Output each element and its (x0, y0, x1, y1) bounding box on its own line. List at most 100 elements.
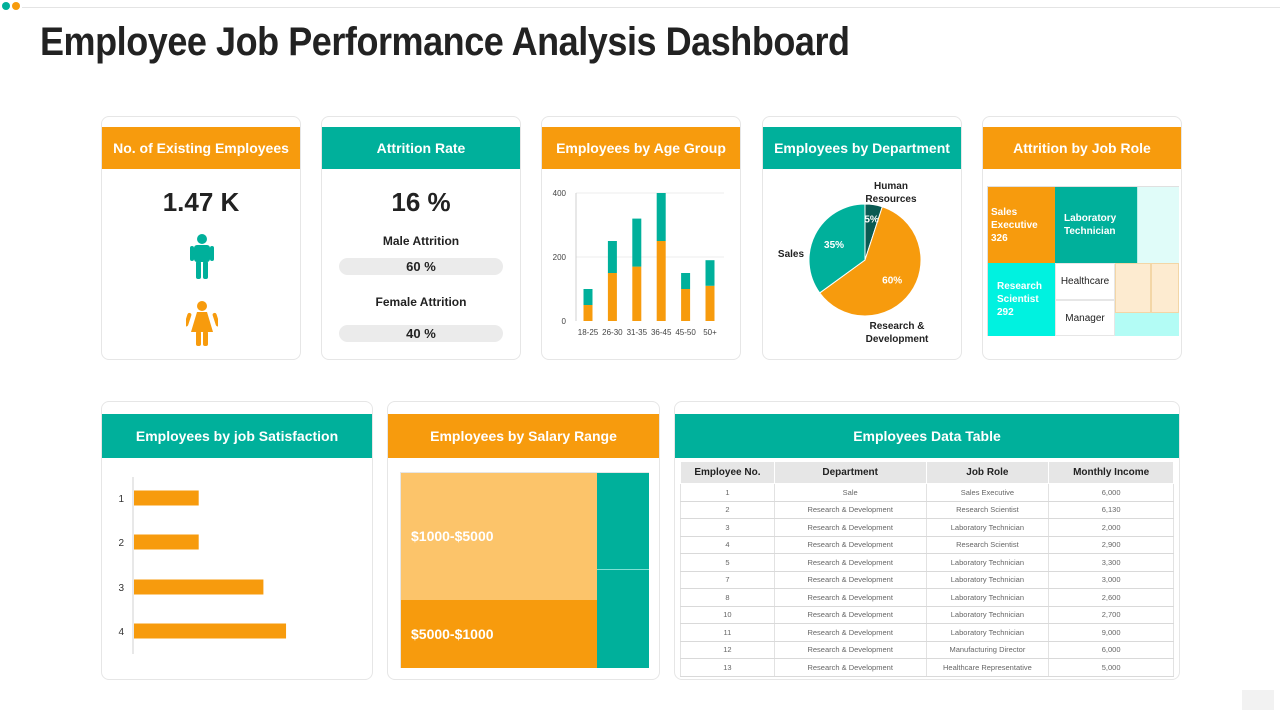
table-cell: 11 (680, 623, 775, 642)
x-tick-label: 31-35 (627, 328, 648, 337)
table-cell: 2 (680, 501, 775, 519)
table-cell: Sale (773, 483, 927, 502)
table-cell: 9,000 (1048, 623, 1174, 642)
female-attrition-label: Female Attrition (375, 295, 467, 309)
age-group-card: Employees by Age Group 0 200 400 18-25 26-30… (541, 116, 741, 360)
x-tick-label: 50+ (703, 328, 717, 337)
age-bar-segment (607, 241, 617, 273)
age-bar-segment (681, 273, 691, 289)
treemap-cell-other (1151, 263, 1179, 313)
pie-slice (808, 203, 866, 294)
card-header: Employees by job Satisfaction (102, 414, 372, 458)
satisfaction-bar (134, 534, 199, 550)
age-bar-segment (656, 241, 666, 321)
table-cell: Research & Development (773, 571, 927, 589)
table-cell: 6,000 (1048, 641, 1174, 659)
age-bar-segment (705, 285, 715, 321)
salary-cell-5000-1000: $5000-$1000 (401, 600, 597, 668)
card-header: Employees Data Table (675, 414, 1179, 458)
table-cell: Research & Development (773, 606, 927, 624)
x-tick-label: 45-50 (675, 328, 696, 337)
table-cell: 3 (680, 518, 775, 537)
table-cell: 5 (680, 553, 775, 572)
card-header: Employees by Salary Range (388, 414, 659, 458)
table-row: 11 Research & Development Laboratory Techn… (680, 623, 1174, 642)
teal-dot-icon (2, 2, 10, 10)
table-cell: Laboratory Technician (925, 571, 1050, 589)
table-row: 12 Research & Development Manufacturing Di… (680, 641, 1174, 659)
x-tick-label: 18-25 (578, 328, 599, 337)
job-satisfaction-chart: 1 2 3 4 (118, 477, 287, 654)
table-row: 1 Sale Sales Executive 6,000 (680, 483, 1174, 502)
table-cell: Laboratory Technician (925, 588, 1050, 607)
card-header: Attrition Rate (322, 127, 520, 169)
treemap-cell-research-scientist: Research Scientist 292 (988, 263, 1055, 336)
table-row: 4 Research & Development Research Scientis… (680, 536, 1174, 554)
male-attrition-label: Male Attrition (382, 234, 460, 248)
male-person-icon (190, 234, 214, 279)
department-pie-chart: 60% 35% 5% Research & Development Sales Human R… (778, 181, 929, 345)
pie-category-label: Sales (778, 249, 805, 260)
x-tick-label: 36-45 (651, 328, 672, 337)
y-tick-label: 2 (118, 538, 124, 549)
table-cell: Research & Development (773, 641, 927, 659)
table-row: 13 Research & Development Healthcare Repre… (680, 658, 1174, 677)
table-row: 8 Research & Development Laboratory Techni… (680, 588, 1174, 607)
table-cell: 2,700 (1048, 606, 1174, 624)
column-header: Employee No. (680, 461, 775, 484)
table-cell: 8 (680, 588, 775, 607)
y-tick-label: 3 (118, 583, 124, 594)
table-cell: 13 (680, 658, 775, 677)
y-tick-label: 200 (553, 253, 567, 262)
table-cell: Laboratory Technician (925, 606, 1050, 624)
male-attrition-value: 60 % (339, 258, 503, 275)
table-row: 10 Research & Development Laboratory Techn… (680, 606, 1174, 624)
age-bar-segment (632, 266, 642, 321)
age-group-chart: 0 200 400 18-25 26-30 31-35 36-45 45-50 50+ (553, 189, 724, 337)
age-bar-segment (607, 273, 617, 321)
table-row: 3 Research & Development Laboratory Techni… (680, 518, 1174, 537)
table-cell: 6,130 (1048, 501, 1174, 519)
employees-table-wrap: Employee No. Department Job Role Monthly… (680, 461, 1174, 677)
y-tick-label: 400 (553, 189, 567, 198)
table-cell: 1 (680, 483, 775, 502)
table-cell: 2,600 (1048, 588, 1174, 607)
age-bar-segment (583, 305, 593, 321)
column-header: Department (773, 461, 927, 484)
salary-cell-other (597, 473, 649, 570)
treemap-cell-other (1115, 313, 1179, 336)
treemap-cell-other (1115, 263, 1151, 313)
card-header: No. of Existing Employees (102, 127, 300, 169)
pie-percent-label: 60% (882, 276, 902, 287)
salary-cell-1000-5000: $1000-$5000 (401, 473, 597, 600)
pie-percent-label: 35% (824, 240, 844, 251)
existing-employees-value: 1.47 K (162, 187, 240, 217)
satisfaction-bar (134, 490, 199, 506)
existing-employees-card: No. of Existing Employees 1.47 K (101, 116, 301, 360)
x-tick-label: 26-30 (602, 328, 623, 337)
table-cell: 4 (680, 536, 775, 554)
table-cell: Research Scientist (925, 501, 1050, 519)
employees-table: Employee No. Department Job Role Monthly… (680, 461, 1174, 677)
table-row: 5 Research & Development Laboratory Techni… (680, 553, 1174, 572)
card-header: Attrition by Job Role (983, 127, 1181, 169)
pie-slice (818, 206, 922, 317)
table-cell: Research & Development (773, 588, 927, 607)
table-cell: 2,900 (1048, 536, 1174, 554)
page-title: Employee Job Performance Analysis Dashbo… (40, 20, 850, 64)
female-attrition-value: 40 % (339, 325, 503, 342)
satisfaction-bar (134, 579, 264, 595)
table-cell: Manufacturing Director (925, 641, 1050, 659)
data-table-card: Employees Data Table Employee No. Depart… (674, 401, 1180, 680)
table-cell: Research & Development (773, 518, 927, 537)
age-bar-segment (681, 289, 691, 321)
table-cell: Research & Development (773, 623, 927, 642)
salary-range-card: Employees by Salary Range $1000-$5000 $5… (387, 401, 660, 680)
table-header-row: Employee No. Department Job Role Monthly… (680, 461, 1174, 484)
column-header: Monthly Income (1048, 461, 1174, 484)
table-row: 2 Research & Development Research Scientis… (680, 501, 1174, 519)
y-tick-label: 0 (562, 317, 567, 326)
table-row: 7 Research & Development Laboratory Techni… (680, 571, 1174, 589)
treemap-cell-sales-executive: Sales Executive 326 (988, 187, 1055, 263)
treemap-cell-laboratory-technician: Laboratory Technician (1055, 187, 1137, 263)
